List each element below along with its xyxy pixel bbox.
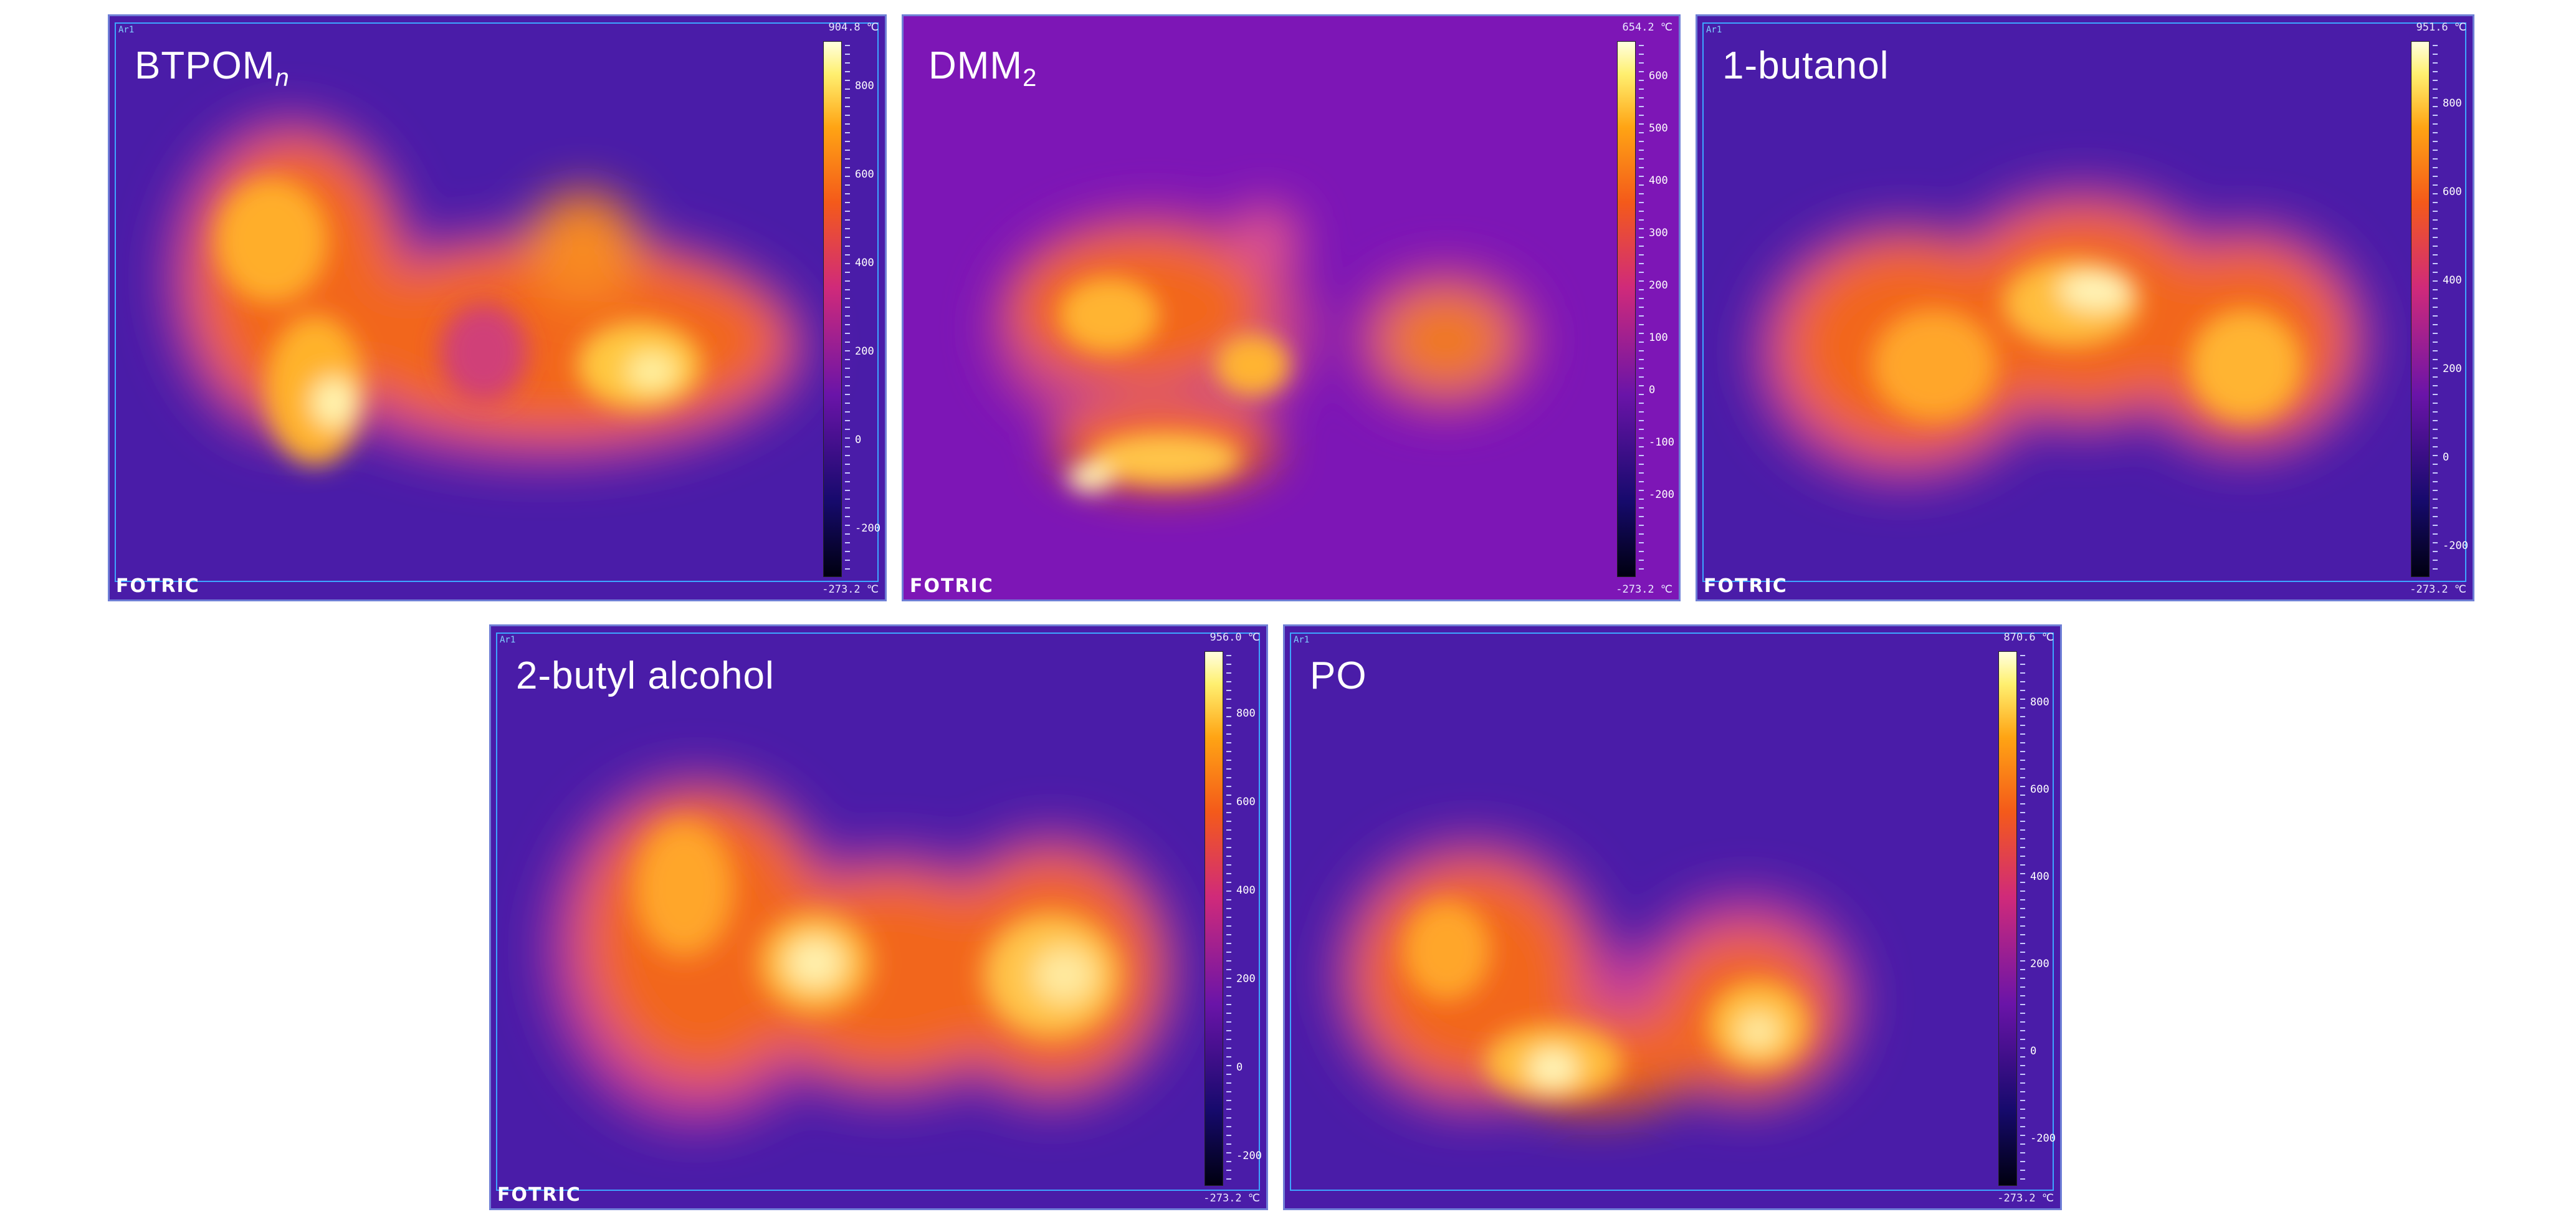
thermal-panel-po: Ar1 PO 870.6 ℃ -273.2 ℃ 800 600 400 200 …: [1283, 624, 2062, 1210]
roi-box: Ar1: [496, 632, 1260, 1191]
scale-tick: 200: [1649, 279, 1668, 292]
scale-tick: 400: [1236, 884, 1256, 897]
thermal-image: [1697, 16, 2473, 599]
scale-tick: 0: [1236, 1061, 1243, 1074]
color-scale-ticks: [2433, 41, 2441, 577]
thermal-panel-1-butanol: Ar1 1-butanol FOTRIC 951.6 ℃ -273.2 ℃ 80…: [1696, 14, 2474, 601]
scale-tick: -200: [2443, 540, 2468, 552]
scale-tick: -200: [2030, 1132, 2056, 1145]
max-temperature: 654.2 ℃: [1622, 21, 1672, 34]
thermal-panel-2-butyl-alcohol: Ar1 2-butyl alcohol FOTRIC 956.0 ℃ -273.…: [489, 624, 1268, 1210]
color-scale-ticks: [845, 41, 854, 577]
scale-tick: 600: [2030, 783, 2049, 796]
max-temperature: 956.0 ℃: [1209, 631, 1260, 644]
scale-tick: 500: [1649, 122, 1668, 135]
scale-tick: 800: [2030, 696, 2049, 709]
scale-tick: -200: [1649, 489, 1674, 501]
max-temperature: 904.8 ℃: [828, 21, 879, 34]
scale-tick: 800: [2443, 97, 2462, 110]
panel-label: 2-butyl alcohol: [516, 654, 775, 697]
roi-box: Ar1: [1290, 632, 2054, 1191]
min-temperature: -273.2 ℃: [1203, 1192, 1260, 1205]
color-scale-ticks: [2020, 651, 2029, 1186]
min-temperature: -273.2 ℃: [2410, 583, 2466, 596]
color-scale-bar: [1205, 651, 1223, 1186]
scale-tick: 200: [1236, 973, 1256, 985]
scale-tick: 0: [1649, 384, 1656, 396]
color-scale-ticks: [1226, 651, 1235, 1186]
thermal-image: [110, 16, 885, 599]
color-scale-bar: [2411, 41, 2430, 577]
panel-label: 1-butanol: [1722, 44, 1889, 87]
color-scale-bar: [1617, 41, 1636, 577]
min-temperature: -273.2 ℃: [1616, 583, 1672, 596]
max-temperature: 951.6 ℃: [2416, 21, 2466, 34]
thermal-image: [904, 16, 1679, 599]
fotric-logo: FOTRIC: [910, 575, 994, 597]
scale-tick: 600: [1649, 70, 1668, 82]
scale-tick: 400: [2030, 871, 2049, 883]
panel-label: DMM2: [928, 44, 1038, 92]
color-scale-bar: [1998, 651, 2017, 1186]
color-scale-ticks: [1639, 41, 1648, 577]
scale-tick: 400: [2443, 274, 2462, 287]
scale-tick: -200: [1236, 1150, 1262, 1162]
min-temperature: -273.2 ℃: [1997, 1192, 2054, 1205]
scale-tick: 200: [2443, 363, 2462, 375]
scale-tick: 300: [1649, 227, 1668, 239]
thermal-image: [1285, 626, 2060, 1208]
scale-tick: 800: [1236, 707, 1256, 720]
scale-tick: 0: [2030, 1045, 2037, 1057]
scale-tick: 400: [1649, 174, 1668, 187]
scale-tick: 200: [2030, 958, 2049, 970]
roi-tag: Ar1: [118, 25, 135, 35]
scale-tick: -200: [855, 522, 880, 535]
fotric-logo: FOTRIC: [497, 1184, 581, 1206]
fotric-logo: FOTRIC: [1704, 575, 1788, 597]
roi-box: Ar1: [115, 22, 879, 582]
panel-label: PO: [1310, 654, 1367, 697]
fotric-logo: FOTRIC: [116, 575, 200, 597]
scale-tick: 800: [855, 80, 874, 92]
scale-tick: 600: [2443, 186, 2462, 198]
min-temperature: -273.2 ℃: [822, 583, 879, 596]
scale-tick: 600: [855, 168, 874, 181]
color-scale-bar: [823, 41, 842, 577]
scale-tick: 200: [855, 345, 874, 358]
roi-tag: Ar1: [500, 635, 516, 645]
roi-tag: Ar1: [1294, 635, 1310, 645]
thermal-panel-dmm2: DMM2 FOTRIC 654.2 ℃ -273.2 ℃ 600 500 400…: [902, 14, 1681, 601]
scale-tick: 0: [855, 434, 862, 446]
scale-tick: 400: [855, 257, 874, 269]
thermal-image: [491, 626, 1266, 1208]
scale-tick: -100: [1649, 436, 1674, 449]
roi-box: Ar1: [1702, 22, 2466, 582]
scale-tick: 600: [1236, 796, 1256, 808]
scale-tick: 100: [1649, 332, 1668, 344]
thermal-panel-btpom: Ar1 BTPOMn FOTRIC 904.8 ℃ -273.2 ℃ 800 6…: [108, 14, 887, 601]
roi-tag: Ar1: [1706, 25, 1722, 35]
scale-tick: 0: [2443, 451, 2450, 464]
panel-label: BTPOMn: [135, 44, 290, 92]
max-temperature: 870.6 ℃: [2003, 631, 2054, 644]
